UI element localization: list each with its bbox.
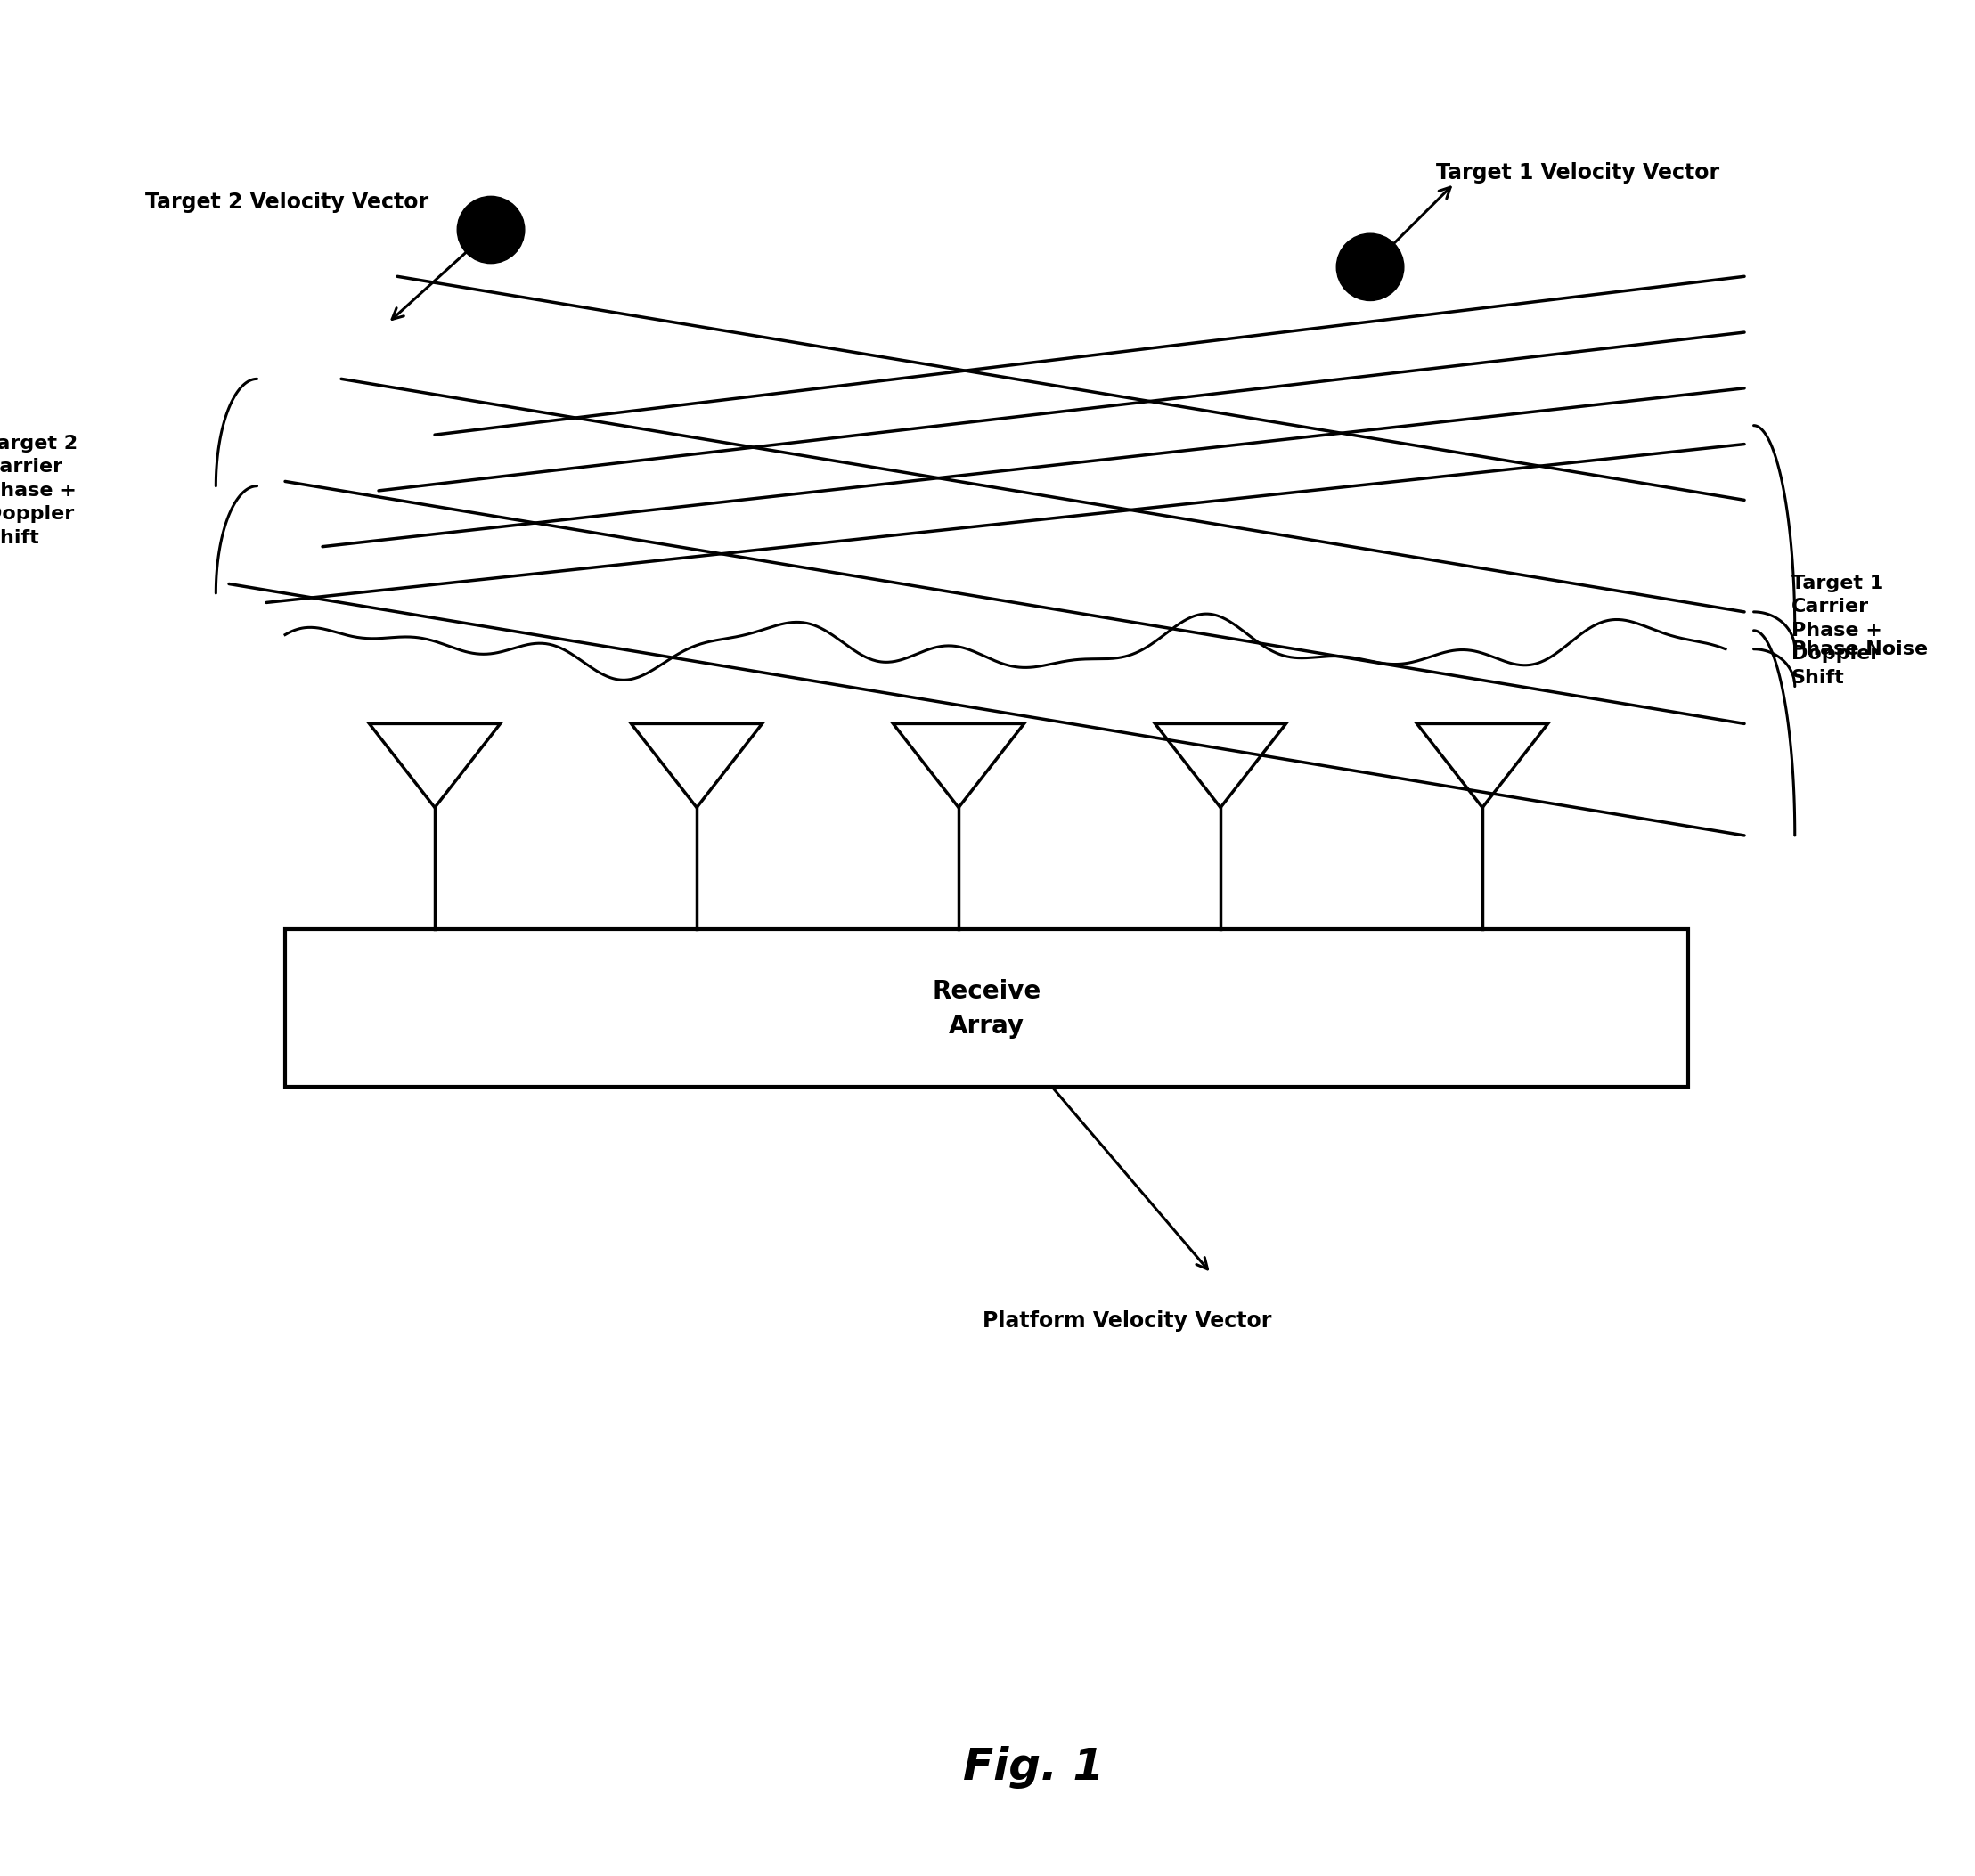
Text: Target 1
Carrier
Phase +
Doppler
Shift: Target 1 Carrier Phase + Doppler Shift bbox=[1791, 574, 1882, 687]
Text: Platform Velocity Vector: Platform Velocity Vector bbox=[982, 1311, 1272, 1332]
Text: Phase Noise: Phase Noise bbox=[1791, 640, 1928, 658]
Text: Target 1 Velocity Vector: Target 1 Velocity Vector bbox=[1436, 161, 1718, 184]
Text: Fig. 1: Fig. 1 bbox=[964, 1747, 1104, 1788]
Text: Target 2 Velocity Vector: Target 2 Velocity Vector bbox=[144, 191, 429, 212]
Text: Receive
Array: Receive Array bbox=[932, 979, 1041, 1039]
Text: Target 2
Carrier
Phase +
Doppler
Shift: Target 2 Carrier Phase + Doppler Shift bbox=[0, 435, 77, 546]
Circle shape bbox=[458, 197, 525, 263]
Circle shape bbox=[1337, 233, 1404, 300]
Bar bbox=[284, 929, 1689, 1086]
